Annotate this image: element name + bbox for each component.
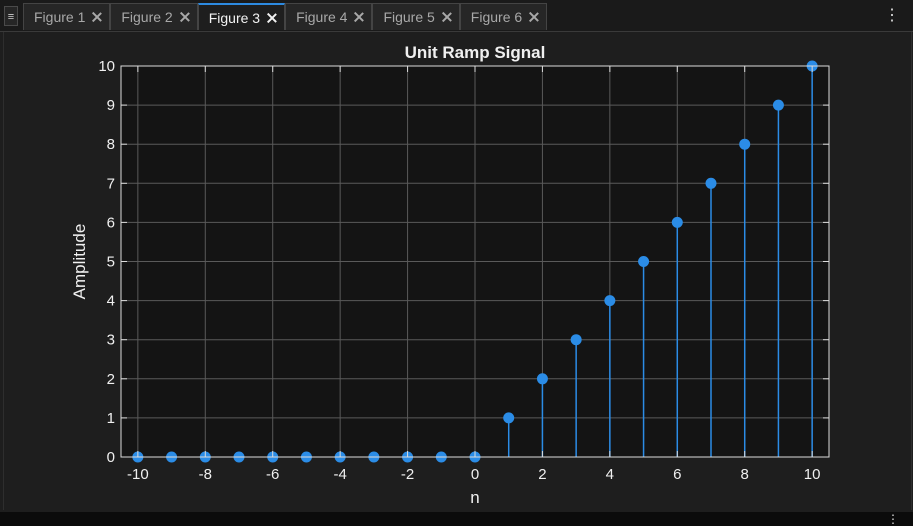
stem-marker [536,373,548,385]
x-tick-label: 6 [673,466,681,483]
x-tick-label: -6 [266,466,279,483]
y-tick-label: 10 [98,58,115,75]
plot-title: Unit Ramp Signal [405,43,546,62]
y-tick-label: 0 [107,449,115,466]
x-tick-label: 2 [538,466,546,483]
y-tick-label: 4 [107,293,115,310]
tab-label: Figure 5 [383,9,435,25]
tab-figure-5[interactable]: Figure 5 [372,3,460,30]
tab-label: Figure 6 [470,9,523,25]
status-strip [0,512,913,526]
kebab-icon[interactable]: ⋮ [887,512,899,526]
list-icon[interactable]: ≡ [4,6,18,26]
stem-marker [671,216,683,228]
x-axis-label: n [470,488,479,507]
stem-marker [638,256,650,267]
tab-label: Figure 2 [121,9,173,25]
y-tick-label: 9 [107,97,115,114]
y-tick-label: 2 [107,371,115,388]
tick-labels: -10 -8 -6 -4 -2 0 2 4 6 8 10 0 1 2 3 4 5 6 7 8 9 10 [98,58,820,483]
tab-label: Figure 3 [208,9,261,26]
y-tick-label: 3 [107,332,115,349]
tab-figure-3[interactable]: Figure 3 [197,3,286,30]
stem-marker [570,334,582,346]
y-tick-label: 5 [107,254,115,271]
stem-marker [705,177,717,189]
x-tick-label: -10 [127,466,149,483]
y-tick-label: 7 [107,175,115,192]
x-tick-label: -4 [333,466,346,483]
y-tick-label: 1 [107,410,115,427]
stem-marker [772,99,784,111]
stem-marker [503,412,515,424]
tab-figure-6[interactable]: Figure 6 [459,3,548,30]
x-tick-label: 4 [606,466,614,483]
tab-figure-4[interactable]: Figure 4 [285,3,373,30]
x-tick-label: -8 [199,466,212,483]
axes [120,65,830,458]
tab-figure-2[interactable]: Figure 2 [110,3,198,30]
figure-tabs: Figure 1 Figure 2 Figure 3 Figure 4 Figu… [23,3,548,31]
tab-label: Figure 4 [296,9,348,25]
stem-marker [739,138,751,150]
x-tick-label: -2 [401,466,414,483]
y-axis-label: Amplitude [70,224,89,300]
tab-figure-1[interactable]: Figure 1 [23,3,111,30]
x-tick-label: 8 [741,466,749,483]
y-tick-label: 8 [107,136,115,153]
stem-marker [604,295,616,307]
tab-label: Figure 1 [34,9,86,25]
stem-series [132,60,818,463]
x-tick-label: 10 [804,466,821,483]
y-tick-label: 6 [107,214,115,231]
tab-bar: ≡ Figure 1 Figure 2 Figure 3 Figure 4 Fi… [0,0,913,32]
x-tick-label: 0 [471,466,479,483]
